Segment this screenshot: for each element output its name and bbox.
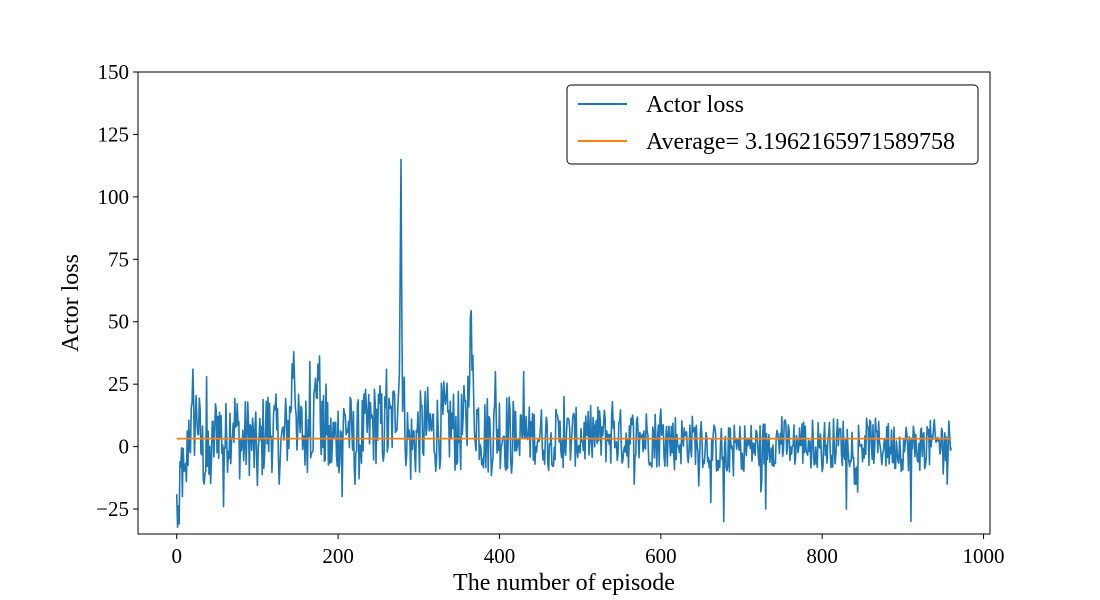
y-tick-label: 100 [98, 185, 130, 209]
y-tick-label: 0 [119, 435, 130, 459]
y-axis-title: Actor loss [58, 254, 84, 352]
legend-label-actor-loss: Actor loss [646, 92, 744, 118]
x-tick-label: 800 [806, 544, 838, 568]
x-axis: 0 200 400 600 800 1000 [171, 534, 1005, 568]
y-tick-label: 50 [108, 310, 129, 334]
x-tick-label: 200 [322, 544, 354, 568]
y-axis: −25 0 25 50 75 100 125 150 [96, 60, 138, 521]
x-tick-label: 600 [645, 544, 677, 568]
y-tick-label: 25 [108, 372, 129, 396]
y-tick-label: −25 [96, 497, 129, 521]
y-tick-label: 75 [108, 247, 129, 271]
legend-box [566, 84, 979, 165]
x-tick-label: 1000 [963, 544, 1005, 568]
series-line-actor-loss [175, 158, 953, 528]
x-axis-title: The number of episode [453, 570, 675, 596]
plot-data [175, 158, 953, 528]
x-tick-label: 400 [484, 544, 516, 568]
y-tick-label: 150 [98, 60, 130, 84]
legend: Actor loss Average= 3.1962165971589758 [566, 84, 979, 165]
x-tick-label: 0 [171, 544, 182, 568]
legend-label-average: Average= 3.1962165971589758 [646, 129, 955, 155]
plot-frame [137, 71, 991, 535]
y-tick-label: 125 [98, 122, 130, 146]
